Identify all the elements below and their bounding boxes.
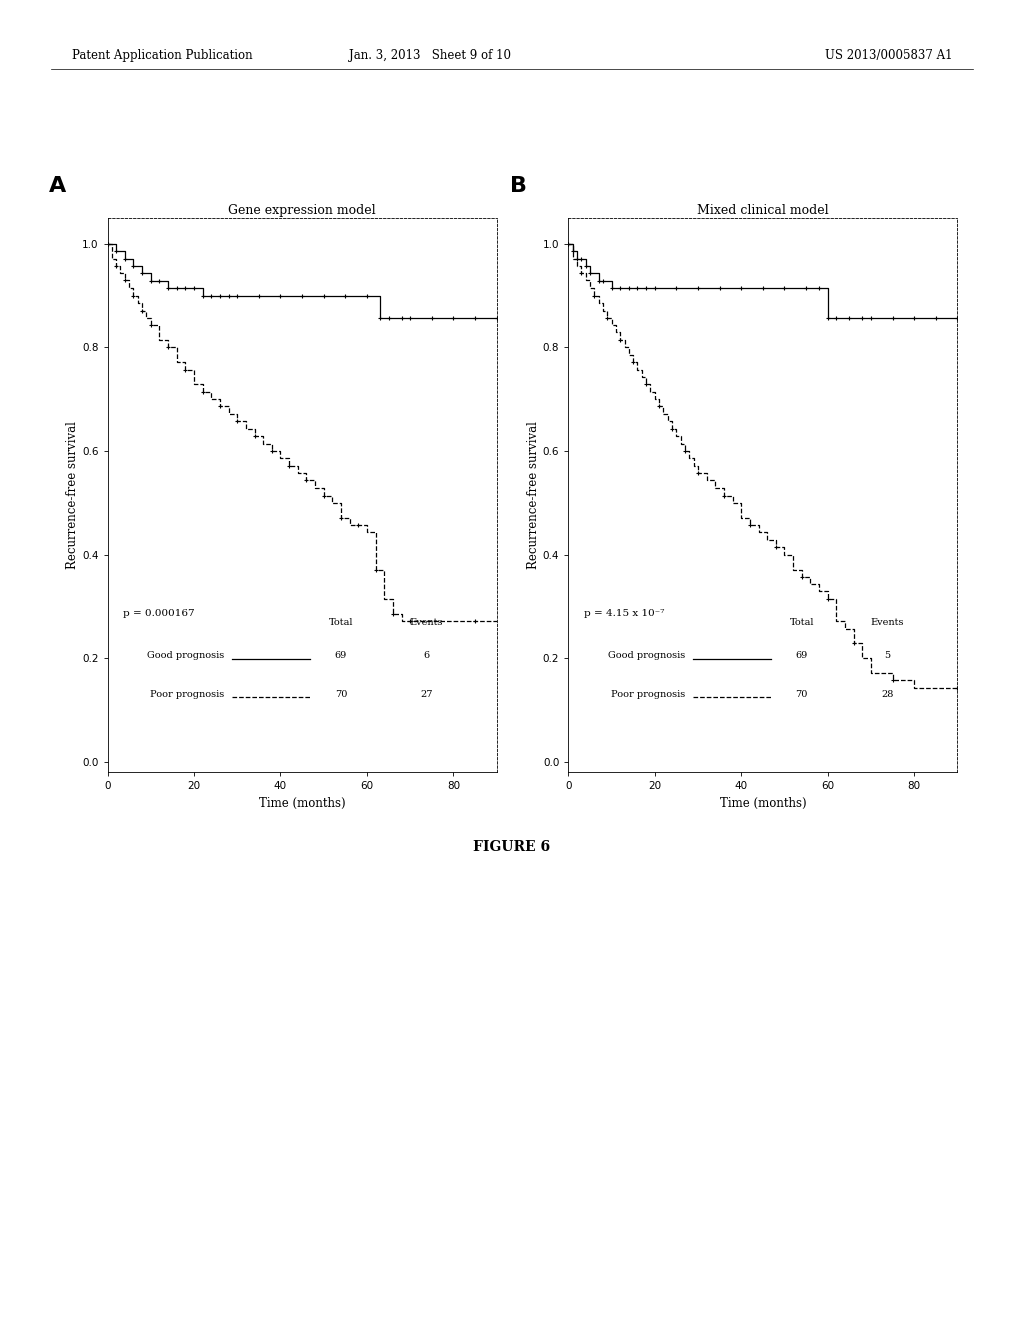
Point (564, 684, 577, 700)
Point (564, 648, 577, 664)
Point (103, 684, 116, 700)
Text: 6: 6 (424, 651, 430, 660)
X-axis label: Time (months): Time (months) (259, 797, 345, 809)
Point (103, 648, 116, 664)
Text: 70: 70 (796, 690, 808, 700)
Text: Good prognosis: Good prognosis (608, 651, 685, 660)
Point (102, 684, 115, 700)
Point (563, 648, 575, 664)
Text: Events: Events (410, 618, 443, 627)
Text: Total: Total (790, 618, 814, 627)
Text: p = 0.000167: p = 0.000167 (123, 609, 195, 618)
Text: p = 4.15 x 10⁻⁷: p = 4.15 x 10⁻⁷ (584, 609, 665, 618)
Text: Events: Events (870, 618, 904, 627)
Text: B: B (510, 176, 527, 195)
Text: 69: 69 (796, 651, 808, 660)
Text: Good prognosis: Good prognosis (147, 651, 224, 660)
Text: 70: 70 (335, 690, 347, 700)
X-axis label: Time (months): Time (months) (720, 797, 806, 809)
Text: 69: 69 (335, 651, 347, 660)
Text: Poor prognosis: Poor prognosis (150, 690, 224, 700)
Text: Patent Application Publication: Patent Application Publication (72, 49, 252, 62)
Title: Mixed clinical model: Mixed clinical model (697, 203, 828, 216)
Text: US 2013/0005837 A1: US 2013/0005837 A1 (824, 49, 952, 62)
Text: A: A (49, 176, 67, 195)
Text: Poor prognosis: Poor prognosis (610, 690, 685, 700)
Text: Total: Total (329, 618, 353, 627)
Text: 27: 27 (420, 690, 433, 700)
Point (102, 648, 115, 664)
Y-axis label: Recurrence-free survival: Recurrence-free survival (67, 421, 79, 569)
Text: FIGURE 6: FIGURE 6 (473, 841, 551, 854)
Text: 5: 5 (885, 651, 891, 660)
Y-axis label: Recurrence-free survival: Recurrence-free survival (527, 421, 540, 569)
Text: 28: 28 (882, 690, 894, 700)
Point (563, 684, 575, 700)
Text: Jan. 3, 2013   Sheet 9 of 10: Jan. 3, 2013 Sheet 9 of 10 (349, 49, 511, 62)
Title: Gene expression model: Gene expression model (228, 203, 376, 216)
